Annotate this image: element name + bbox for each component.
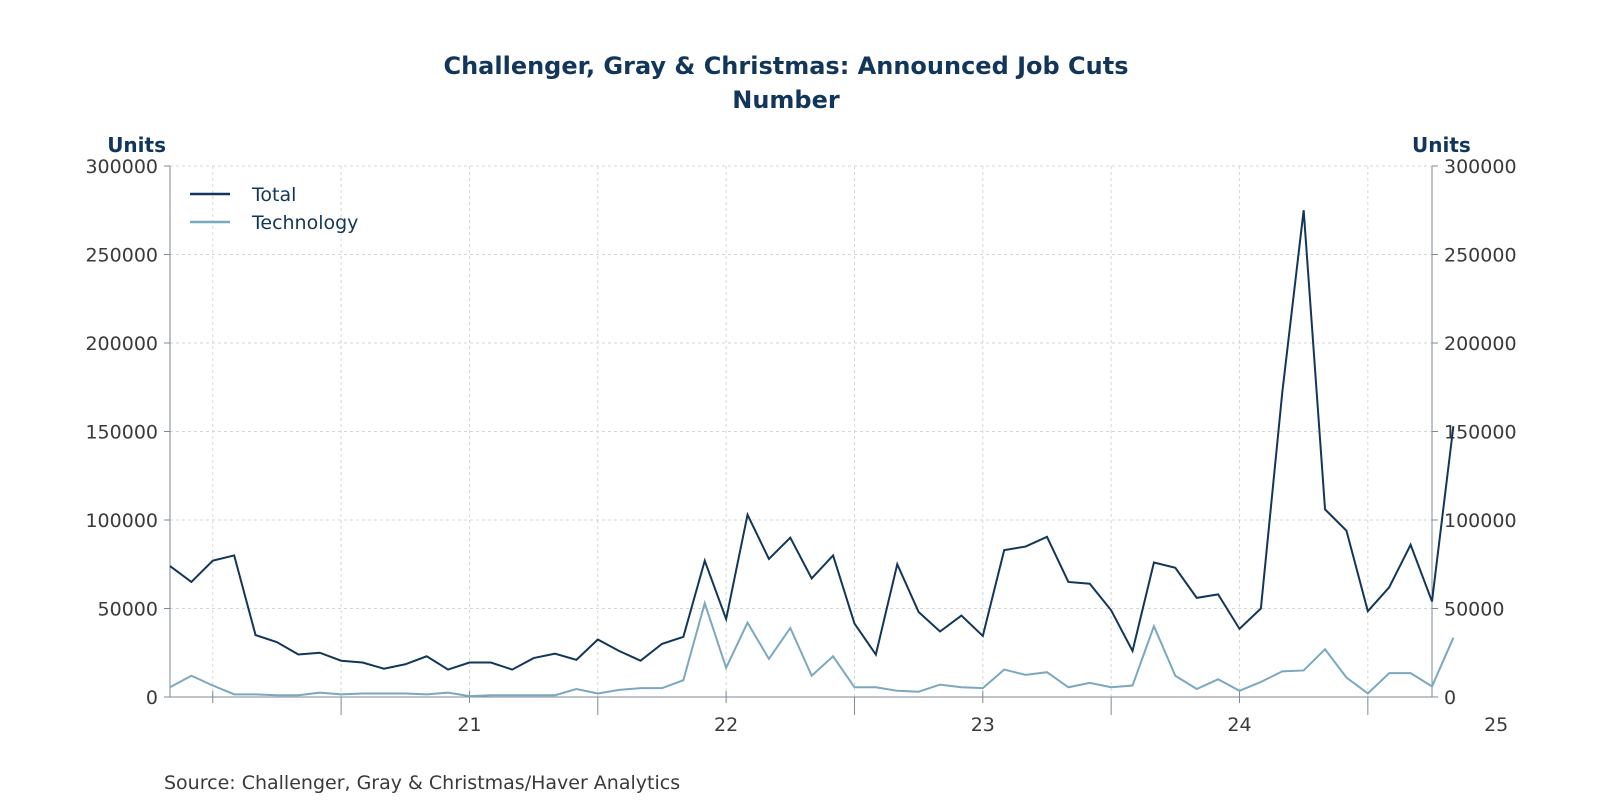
legend: Total Technology bbox=[190, 184, 358, 234]
series-line-technology bbox=[169, 599, 1455, 698]
x-tick-label: 24 bbox=[1227, 714, 1251, 736]
chart-subtitle: Number bbox=[732, 86, 840, 114]
legend-label-technology: Technology bbox=[251, 212, 358, 234]
series-line-total bbox=[169, 210, 1455, 671]
y-tick-label-left: 300000 bbox=[85, 156, 158, 178]
series-lines bbox=[169, 210, 1455, 698]
gridlines bbox=[170, 165, 1432, 697]
legend-label-total: Total bbox=[251, 184, 296, 206]
y-tick-label-right: 50000 bbox=[1444, 599, 1504, 621]
y-tick-label-left: 100000 bbox=[85, 510, 158, 532]
x-tick-label: 25 bbox=[1484, 714, 1508, 736]
x-tick-label: 23 bbox=[971, 714, 995, 736]
y-tick-label-right: 100000 bbox=[1444, 510, 1517, 532]
y-tick-label-left: 0 bbox=[146, 687, 158, 709]
y-tick-label-right: 300000 bbox=[1444, 156, 1517, 178]
y-tick-label-right: 200000 bbox=[1444, 333, 1517, 355]
x-tick-label: 21 bbox=[457, 714, 481, 736]
x-tick-label: 22 bbox=[714, 714, 738, 736]
y-tick-label-right: 0 bbox=[1444, 687, 1456, 709]
y-tick-label-left: 50000 bbox=[98, 599, 158, 621]
y-tick-label-right: 150000 bbox=[1444, 422, 1517, 444]
left-axis-unit: Units bbox=[107, 133, 166, 157]
axes: 0 0 50000 50000 100000 100000 150000 150000 2000… bbox=[85, 156, 1516, 736]
source-note: Source: Challenger, Gray & Christmas/Hav… bbox=[164, 772, 680, 794]
y-tick-label-left: 150000 bbox=[85, 422, 158, 444]
right-axis-unit: Units bbox=[1412, 133, 1471, 157]
chart-title: Challenger, Gray & Christmas: Announced … bbox=[443, 52, 1128, 80]
y-tick-label-right: 250000 bbox=[1444, 245, 1517, 267]
y-tick-label-left: 250000 bbox=[85, 245, 158, 267]
y-tick-label-left: 200000 bbox=[85, 333, 158, 355]
